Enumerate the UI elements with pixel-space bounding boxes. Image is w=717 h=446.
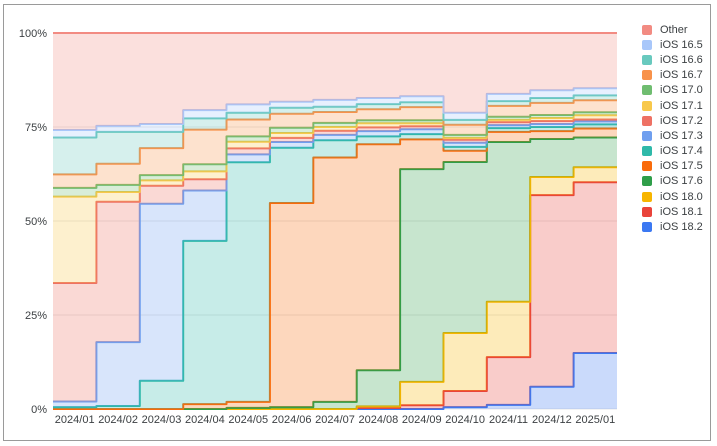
x-axis-label: 2024/08 [359, 414, 399, 426]
x-axis-label: 2024/12 [532, 414, 572, 426]
legend-swatch-ios-16-5 [642, 39, 652, 50]
legend-item-ios-17-4[interactable]: iOS 17.4 [642, 144, 708, 159]
series-line-ios-16-7[interactable] [53, 99, 617, 176]
x-axis-label: 2024/02 [98, 414, 138, 426]
series-area-ios-17-6[interactable] [53, 137, 617, 410]
x-axis-label: 2024/05 [228, 414, 268, 426]
legend-label: iOS 16.5 [660, 38, 703, 51]
legend-swatch-other [642, 24, 652, 35]
legend-swatch-ios-17-3 [642, 130, 652, 141]
legend-item-ios-17-0[interactable]: iOS 17.0 [642, 83, 708, 98]
legend-label: iOS 17.1 [660, 99, 703, 112]
x-axis-label: 2024/11 [489, 414, 528, 426]
legend-item-other[interactable]: Other [642, 22, 708, 37]
chart-area[interactable]: 100% 75% 50% 25% 0% 2024/01 2024/02 2024/03 2024… [0, 0, 640, 437]
series-area-ios-16-5[interactable] [53, 88, 617, 138]
legend-swatch-ios-16-7 [642, 70, 652, 81]
x-axis-label: 2024/06 [272, 414, 312, 426]
x-axis-label: 2024/10 [445, 414, 485, 426]
y-axis-label: 25% [25, 310, 47, 322]
series-line-ios-17-6[interactable] [53, 136, 617, 410]
series-area-ios-17-3[interactable] [53, 121, 617, 408]
legend-item-ios-18-2[interactable]: iOS 18.2 [642, 219, 708, 234]
legend-label: iOS 17.2 [660, 114, 703, 127]
legend-label: iOS 18.1 [660, 205, 703, 218]
y-axis-label: 50% [25, 216, 47, 228]
series-area-other[interactable] [53, 33, 617, 130]
x-axis-label: 2025/01 [575, 414, 615, 426]
legend-label: iOS 18.0 [660, 190, 703, 203]
series-area-ios-18-1[interactable] [53, 182, 617, 409]
series-line-ios-17-3[interactable] [53, 120, 617, 403]
legend-item-ios-16-7[interactable]: iOS 16.7 [642, 68, 708, 83]
legend-swatch-ios-18-2 [642, 222, 652, 233]
legend-item-ios-16-5[interactable]: iOS 16.5 [642, 37, 708, 52]
legend-swatch-ios-18-0 [642, 191, 652, 202]
chart-legend: Other iOS 16.5 iOS 16.6 iOS 16.7 iOS 17.0 iOS… [642, 22, 708, 235]
x-axis-label: 2024/09 [402, 414, 442, 426]
legend-swatch-ios-17-6 [642, 176, 652, 187]
y-axis-label: 0% [31, 404, 47, 416]
series-area-ios-18-0[interactable] [53, 167, 617, 409]
legend-label: iOS 17.3 [660, 129, 703, 142]
legend-label: iOS 17.4 [660, 145, 703, 158]
chart-window-frame [3, 4, 711, 441]
legend-label: iOS 17.5 [660, 160, 703, 173]
series-area-ios-17-4[interactable] [53, 124, 617, 410]
stacked-area-chart[interactable]: 100%75%50%25%0%2024/01 2024/02 2024/03 2024… [0, 0, 640, 437]
legend-label: iOS 18.2 [660, 221, 703, 234]
y-axis-label: 75% [25, 122, 47, 134]
legend-item-ios-17-5[interactable]: iOS 17.5 [642, 159, 708, 174]
series-line-ios-17-0[interactable] [53, 111, 617, 189]
legend-item-ios-17-3[interactable]: iOS 17.3 [642, 128, 708, 143]
legend-item-ios-16-6[interactable]: iOS 16.6 [642, 52, 708, 67]
series-line-ios-17-4[interactable] [53, 123, 617, 409]
x-axis-label: 2024/03 [142, 414, 182, 426]
series-area-ios-16-7[interactable] [53, 100, 617, 188]
y-axis-label: 100% [19, 28, 47, 40]
series-area-ios-17-5[interactable] [53, 128, 617, 410]
legend-label: iOS 17.6 [660, 175, 703, 188]
legend-label: Other [660, 23, 688, 36]
series-line-ios-17-5[interactable] [53, 127, 617, 410]
x-axis-label: 2024/04 [185, 414, 225, 426]
legend-swatch-ios-17-2 [642, 115, 652, 126]
series-area-ios-17-2[interactable] [53, 119, 617, 402]
legend-item-ios-17-6[interactable]: iOS 17.6 [642, 174, 708, 189]
legend-label: iOS 17.0 [660, 84, 703, 97]
legend-swatch-ios-16-6 [642, 54, 652, 65]
x-axis-label: 2024/07 [315, 414, 355, 426]
legend-swatch-ios-17-0 [642, 85, 652, 96]
series-line-ios-16-5[interactable] [53, 87, 617, 131]
legend-item-ios-18-1[interactable]: iOS 18.1 [642, 204, 708, 219]
series-area-ios-17-0[interactable] [53, 112, 617, 197]
legend-label: iOS 16.6 [660, 53, 703, 66]
legend-label: iOS 16.7 [660, 69, 703, 82]
legend-swatch-ios-17-1 [642, 100, 652, 111]
series-line-ios-16-6[interactable] [53, 94, 617, 139]
series-line-ios-17-2[interactable] [53, 118, 617, 284]
legend-item-ios-17-1[interactable]: iOS 17.1 [642, 98, 708, 113]
series-area-ios-18-2[interactable] [53, 353, 617, 409]
legend-swatch-ios-17-5 [642, 161, 652, 172]
x-axis-label: 2024/01 [55, 414, 95, 426]
legend-swatch-ios-17-4 [642, 146, 652, 157]
legend-item-ios-18-0[interactable]: iOS 18.0 [642, 189, 708, 204]
legend-swatch-ios-18-1 [642, 206, 652, 217]
legend-item-ios-17-2[interactable]: iOS 17.2 [642, 113, 708, 128]
series-area-ios-16-6[interactable] [53, 95, 617, 175]
